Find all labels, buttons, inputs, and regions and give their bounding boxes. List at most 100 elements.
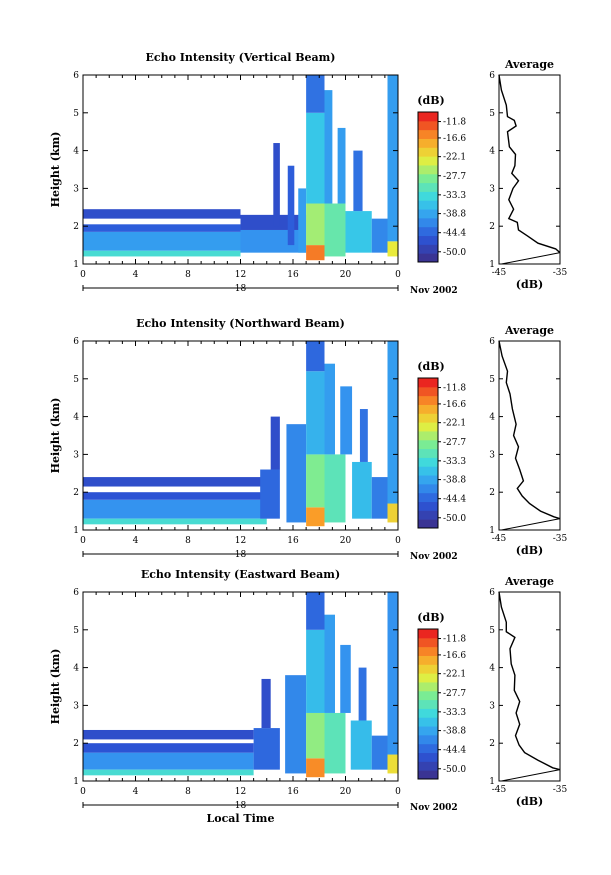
heatmap-cell — [298, 188, 307, 253]
average-y-tick-label: 3 — [489, 701, 495, 711]
y-tick-label: 4 — [73, 413, 79, 423]
average-frame — [498, 340, 561, 531]
average-y-tick-label: 1 — [489, 526, 495, 536]
average-y-tick-label: 3 — [489, 450, 495, 460]
heatmap-cell — [306, 712, 325, 759]
colorbar-tick-label: -27.7 — [443, 172, 466, 182]
x-tick-label: 8 — [185, 270, 191, 280]
colorbar-tick-label: -11.8 — [443, 384, 466, 394]
colorbar-band — [418, 413, 438, 423]
colorbar-frame — [417, 628, 439, 780]
colorbar-tick-label: -16.6 — [443, 651, 466, 661]
colorbar-band — [418, 120, 438, 131]
heatmap-cell — [324, 712, 346, 774]
colorbar-tick-label: -33.3 — [443, 457, 466, 467]
colorbar-band — [418, 226, 438, 237]
colorbar-band — [418, 629, 438, 639]
date-month-label: Nov 2002 — [410, 803, 458, 813]
x-tick-label: 8 — [185, 787, 191, 797]
colorbar-tick-label: -44.4 — [443, 229, 466, 239]
heatmap-cell — [387, 754, 398, 774]
date-label: 18 — [235, 284, 247, 294]
heatmap-cell — [371, 218, 388, 253]
heatmap-cell — [306, 592, 325, 630]
date-label: 18 — [235, 550, 247, 560]
heatmap-cell — [345, 211, 372, 253]
colorbar-band — [418, 761, 438, 771]
colorbar-band — [418, 519, 438, 529]
heatmap-cell — [83, 499, 267, 519]
x-tick-label: 16 — [287, 787, 299, 797]
colorbar-frame — [417, 111, 439, 263]
colorbar-band — [418, 699, 438, 709]
colorbar-band — [418, 681, 438, 692]
average-frame — [498, 591, 561, 782]
colorbar-band — [418, 235, 438, 245]
heatmap-cell — [240, 229, 307, 253]
x-tick-label: 12 — [235, 787, 246, 797]
colorbar-band — [418, 717, 438, 727]
colorbar-tick-label: -11.8 — [443, 118, 466, 128]
x-tick-label: 0 — [80, 536, 86, 546]
heatmap-cell — [273, 143, 280, 227]
colorbar-band — [418, 129, 438, 139]
heatmap-cell — [350, 720, 372, 770]
average-title: Average — [504, 324, 554, 337]
average-y-tick-label: 4 — [489, 664, 495, 674]
colorbar-band — [418, 386, 438, 397]
heatmap-cell — [253, 728, 280, 770]
heatmap-cell — [353, 150, 363, 212]
date-month-label: Nov 2002 — [410, 552, 458, 562]
heatmap-cell — [340, 386, 353, 455]
average-x-tick-label: -35 — [553, 534, 568, 544]
y-tick-label: 1 — [73, 260, 79, 270]
colorbar-tick-label: -11.8 — [443, 635, 466, 645]
x-tick-label: 16 — [287, 270, 299, 280]
average-x-label: (dB) — [516, 544, 543, 557]
average-y-tick-label: 4 — [489, 413, 495, 423]
heatmap-cell — [387, 503, 398, 523]
colorbar-label: (dB) — [417, 611, 444, 624]
heatmap-cell — [306, 629, 325, 713]
colorbar-tick-label: -22.1 — [443, 153, 466, 163]
average-title: Average — [504, 58, 554, 71]
heatmap-cell — [324, 363, 335, 455]
heatmap-cell — [83, 743, 254, 753]
colorbar-band — [418, 457, 438, 467]
heatmap-cell — [387, 241, 398, 257]
heatmap-cell — [324, 90, 333, 204]
heatmap-cell — [340, 644, 351, 713]
colorbar-band — [418, 448, 438, 458]
heatmap-cell — [371, 735, 388, 770]
average-y-tick-label: 2 — [489, 488, 495, 498]
x-tick-label: 0 — [395, 787, 401, 797]
heatmap-cell — [306, 371, 325, 455]
average-y-tick-label: 3 — [489, 184, 495, 194]
x-tick-label: 8 — [185, 536, 191, 546]
x-tick-label: 20 — [340, 270, 352, 280]
heatmap-cell — [287, 165, 295, 246]
y-tick-label: 3 — [73, 184, 79, 194]
heatmap-cell — [324, 454, 346, 523]
heatmap-cell — [270, 416, 280, 470]
heatmap-cell — [83, 492, 267, 500]
y-tick-label: 3 — [73, 450, 79, 460]
colorbar-band — [418, 182, 438, 192]
heatmap-cell — [83, 224, 241, 232]
date-month-label: Nov 2002 — [410, 286, 458, 296]
heatmap-cell — [83, 729, 254, 740]
y-tick-label: 2 — [73, 488, 79, 498]
heatmap-cell — [83, 250, 241, 257]
colorbar-tick-label: -50.0 — [443, 514, 466, 524]
y-axis-label: Height (km) — [49, 398, 62, 474]
colorbar-band — [418, 492, 438, 503]
colorbar-band — [418, 646, 438, 656]
y-tick-label: 2 — [73, 222, 79, 232]
echo-panel: Echo Intensity (Vertical Beam)123456Heig… — [49, 51, 568, 296]
average-x-tick-label: -45 — [492, 268, 507, 278]
colorbar-tick-label: -44.4 — [443, 746, 466, 756]
x-tick-label: 0 — [395, 536, 401, 546]
average-reference-line — [501, 518, 561, 531]
colorbar-band — [418, 217, 438, 228]
heatmap-cell — [387, 75, 398, 242]
